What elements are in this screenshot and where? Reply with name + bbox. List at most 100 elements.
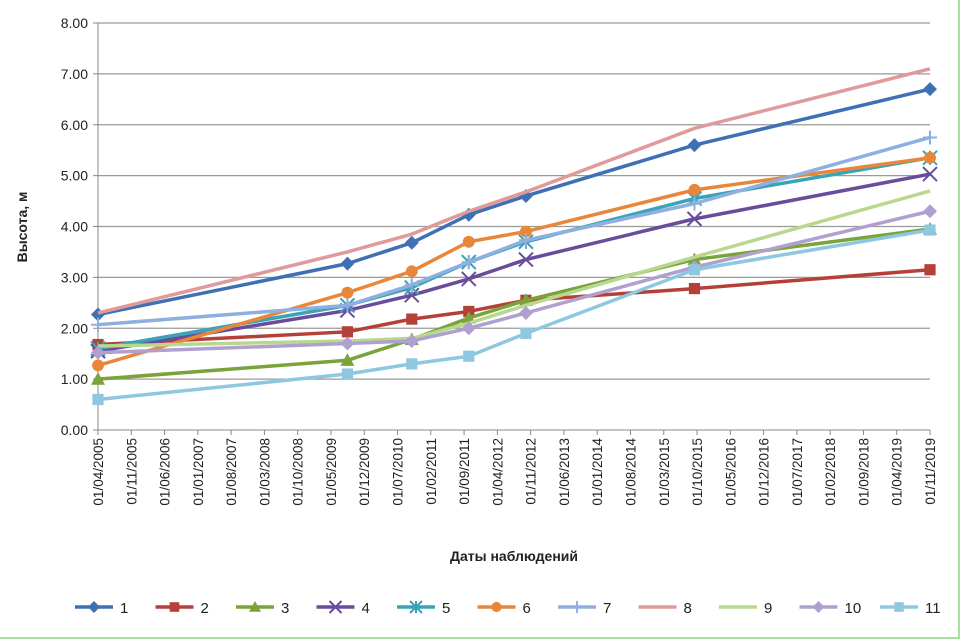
y-tick-label: 2.00	[61, 320, 88, 336]
data-point-circle	[688, 183, 701, 196]
x-tick-label: 01/04/2012	[490, 438, 505, 506]
series-11	[92, 224, 936, 406]
data-point-square	[894, 602, 904, 612]
data-point-diamond	[923, 204, 937, 219]
data-point-diamond	[687, 138, 702, 153]
data-point-diamond	[340, 256, 355, 271]
legend-item-9: 9	[719, 600, 772, 617]
x-tick-label: 01/11/2005	[124, 438, 139, 505]
data-point-triangle	[249, 601, 261, 612]
y-tick-label: 7.00	[61, 66, 88, 82]
x-axis-label: Даты наблюдений	[450, 548, 578, 564]
data-point-plus	[461, 255, 476, 270]
legend-label: 10	[845, 600, 862, 617]
data-point-diamond	[88, 601, 100, 613]
y-tick-label: 3.00	[61, 269, 88, 285]
legend-label: 6	[523, 600, 531, 617]
x-tick-label: 01/12/2016	[757, 438, 772, 506]
data-point-diamond	[461, 321, 476, 336]
data-point-circle	[92, 359, 104, 372]
data-point-square	[341, 368, 354, 380]
legend-label: 2	[201, 600, 209, 617]
data-point-circle	[341, 286, 354, 299]
legend-label: 8	[684, 600, 692, 617]
data-point-x	[461, 271, 477, 287]
data-point-asterisk	[409, 600, 423, 614]
x-tick-label: 01/04/2005	[91, 438, 106, 506]
legend-item-8: 8	[638, 600, 692, 617]
x-tick-label: 01/11/2019	[923, 438, 938, 505]
x-tick-label: 01/07/2010	[391, 438, 406, 506]
series-line	[97, 156, 931, 351]
x-tick-label: 01/06/2013	[557, 438, 572, 506]
x-tick-label: 01/03/2008	[257, 438, 272, 506]
data-point-circle	[405, 265, 418, 278]
data-point-square	[688, 264, 701, 276]
series-line	[97, 189, 931, 348]
series-line	[97, 156, 931, 368]
data-point-x	[518, 251, 534, 268]
data-point-diamond	[91, 345, 105, 360]
series-8	[97, 67, 931, 315]
y-tick-label: 6.00	[61, 117, 88, 133]
x-tick-label: 01/10/2008	[291, 438, 306, 506]
y-tick-label: 4.00	[61, 219, 88, 235]
legend-item-4: 4	[316, 600, 370, 617]
legend-label: 7	[603, 600, 611, 617]
data-point-square	[463, 350, 475, 362]
data-point-plus	[923, 130, 937, 145]
data-point-plus	[687, 196, 702, 211]
data-point-square	[169, 602, 180, 612]
data-point-x	[686, 211, 703, 227]
x-tick-label: 01/01/2007	[191, 438, 206, 506]
legend-item-5: 5	[397, 600, 450, 617]
y-tick-label: 5.00	[61, 168, 88, 184]
data-point-square	[924, 224, 936, 236]
data-point-plus	[404, 278, 419, 293]
legend-label: 9	[764, 600, 772, 617]
series-6	[92, 151, 936, 372]
data-point-square	[406, 313, 418, 325]
data-point-plus	[571, 601, 583, 613]
data-point-diamond	[923, 82, 937, 97]
data-point-square	[520, 327, 532, 339]
data-point-square	[341, 326, 354, 338]
data-point-diamond	[404, 333, 419, 348]
x-tick-label: 01/03/2015	[657, 438, 672, 506]
series-9	[97, 189, 931, 348]
data-point-triangle	[91, 372, 105, 385]
legend-label: 3	[281, 600, 289, 617]
series-5	[90, 150, 938, 357]
x-tick-label: 01/06/2006	[158, 438, 173, 506]
x-tick-label: 01/09/2011	[457, 438, 472, 505]
data-point-x	[328, 600, 343, 614]
x-tick-label: 01/05/2016	[723, 438, 738, 506]
legend-item-10: 10	[799, 600, 862, 617]
legend-label: 5	[442, 600, 450, 617]
x-tick-label: 01/07/2017	[790, 438, 805, 506]
data-point-square	[924, 264, 936, 276]
data-point-x	[922, 166, 938, 182]
x-tick-label: 01/01/2014	[590, 438, 605, 506]
data-point-plus	[91, 317, 105, 332]
y-tick-label: 1.00	[61, 371, 88, 387]
data-point-plus	[340, 298, 355, 313]
x-tick-label: 01/08/2007	[224, 438, 239, 506]
series-1	[91, 82, 937, 322]
data-point-circle	[491, 601, 502, 613]
x-tick-label: 01/02/2018	[823, 438, 838, 506]
data-point-triangle	[340, 353, 355, 366]
legend-item-1: 1	[75, 600, 128, 617]
legend-label: 4	[362, 600, 370, 617]
y-tick-label: 8.00	[61, 15, 88, 31]
legend-label: 1	[120, 600, 128, 617]
data-point-triangle	[687, 252, 702, 266]
data-point-diamond	[812, 601, 825, 613]
y-axis-label: Высота, м	[14, 192, 30, 263]
data-point-circle	[519, 225, 532, 238]
series-line	[97, 67, 931, 315]
x-tick-label: 01/08/2014	[623, 438, 638, 506]
x-tick-label: 01/05/2009	[324, 438, 339, 506]
